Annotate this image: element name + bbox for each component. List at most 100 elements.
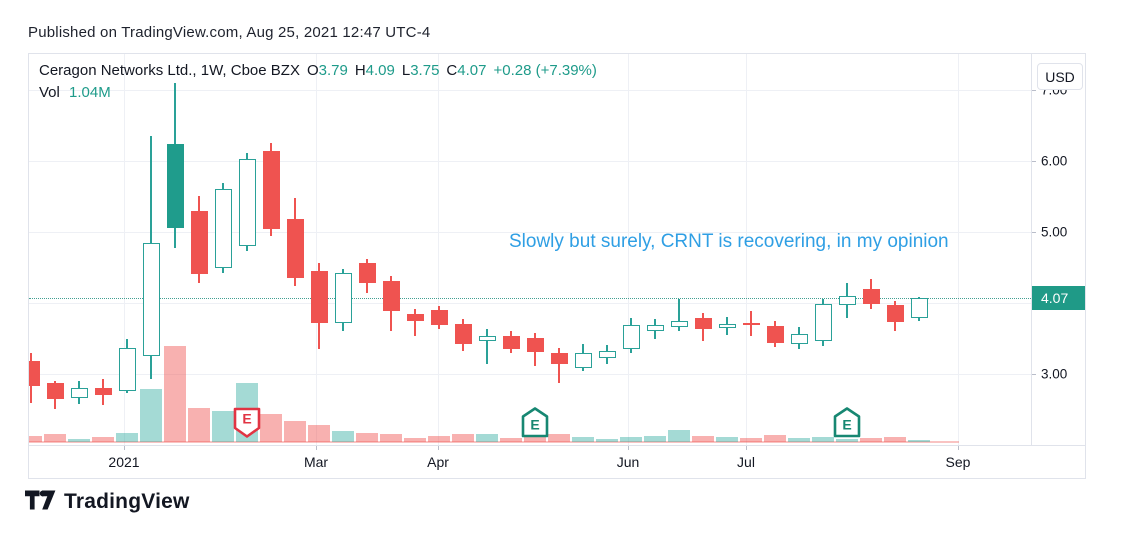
candle-wick <box>558 347 560 384</box>
candle[interactable] <box>119 347 136 392</box>
candle[interactable] <box>383 280 400 311</box>
volume-bar <box>476 434 498 442</box>
price-axis[interactable]: 7.00 6.00 5.00 3.00 USD 4.07 <box>1032 54 1085 445</box>
earnings-badge-up[interactable]: E <box>521 407 549 443</box>
candle[interactable] <box>431 310 448 325</box>
time-axis-label: Jul <box>737 454 755 470</box>
candle[interactable] <box>527 337 544 352</box>
time-axis-tick <box>124 446 125 450</box>
volume-bar <box>92 437 114 442</box>
candle[interactable] <box>767 325 784 343</box>
candle[interactable] <box>239 158 256 247</box>
candle[interactable] <box>671 320 688 328</box>
ohlc-values: O3.79 H4.09 L3.75 C4.07 <box>300 62 487 79</box>
volume-bar <box>332 431 354 442</box>
candle-wick <box>678 298 680 331</box>
earnings-badge-down[interactable]: E <box>233 407 261 443</box>
price-axis-tick <box>1032 232 1036 233</box>
volume-bar <box>500 438 522 442</box>
change-value: +0.28 (+7.39%) <box>493 62 597 79</box>
candle[interactable] <box>791 334 808 345</box>
volume-baseline <box>29 441 959 443</box>
vertical-gridline <box>316 54 317 445</box>
candle[interactable] <box>143 242 160 357</box>
candle[interactable] <box>911 298 928 318</box>
candle[interactable] <box>863 288 880 304</box>
candle[interactable] <box>647 325 664 331</box>
candle[interactable] <box>287 219 304 279</box>
candle[interactable] <box>71 388 88 399</box>
volume-bar <box>788 438 810 442</box>
volume-bar <box>356 433 378 442</box>
vertical-gridline <box>628 54 629 445</box>
volume-bar <box>812 437 834 442</box>
candle[interactable] <box>167 143 184 228</box>
chart-legend: Ceragon Networks Ltd., 1W, Cboe BZX O3.79… <box>39 62 597 101</box>
volume-bar <box>860 438 882 442</box>
volume-bar <box>716 437 738 442</box>
horizontal-gridline <box>29 374 1031 375</box>
candle[interactable] <box>455 324 472 345</box>
candle[interactable] <box>359 263 376 284</box>
candle[interactable] <box>695 317 712 330</box>
price-axis-label: 6.00 <box>1041 153 1068 169</box>
volume-label[interactable]: Vol <box>39 84 60 101</box>
candle[interactable] <box>191 210 208 274</box>
volume-bar <box>644 436 666 442</box>
legend-line1: Ceragon Networks Ltd., 1W, Cboe BZX O3.79… <box>39 62 597 79</box>
candle[interactable] <box>599 351 616 358</box>
candle[interactable] <box>503 335 520 350</box>
price-axis-tick <box>1032 161 1036 162</box>
volume-bar <box>692 436 714 442</box>
price-axis-tick <box>1032 90 1036 91</box>
candle[interactable] <box>887 305 904 323</box>
volume-bar <box>68 439 90 442</box>
earnings-badge-up[interactable]: E <box>833 407 861 443</box>
candle[interactable] <box>95 388 112 396</box>
candle[interactable] <box>551 352 568 365</box>
candle[interactable] <box>29 361 40 387</box>
ohlc-number: 3.75 <box>410 62 440 79</box>
vertical-gridline <box>124 54 125 445</box>
volume-bar <box>29 436 42 442</box>
volume-bar <box>404 438 426 442</box>
candle[interactable] <box>623 325 640 350</box>
earnings-icon: E <box>833 407 861 438</box>
earnings-icon: E <box>233 407 261 438</box>
time-axis-label: Jun <box>616 454 640 470</box>
candle[interactable] <box>335 273 352 323</box>
volume-bar <box>260 414 282 442</box>
candle[interactable] <box>407 313 424 321</box>
time-axis-label: Mar <box>303 454 329 470</box>
candle[interactable] <box>839 295 856 306</box>
volume-bar <box>764 435 786 442</box>
volume-bar <box>884 437 906 442</box>
symbol-title[interactable]: Ceragon Networks Ltd., 1W, Cboe BZX <box>39 62 300 79</box>
candle-wick <box>414 308 416 336</box>
tradingview-branding[interactable]: TradingView <box>25 490 190 514</box>
candle[interactable] <box>215 188 232 269</box>
time-axis[interactable]: 2021 Mar Apr Jun Jul Sep <box>29 445 1085 479</box>
currency-label[interactable]: USD <box>1037 63 1083 90</box>
candle[interactable] <box>47 383 64 399</box>
volume-bar <box>836 439 858 442</box>
volume-bar <box>548 434 570 442</box>
time-axis-tick <box>958 446 959 450</box>
candle[interactable] <box>263 151 280 230</box>
vertical-gridline <box>438 54 439 445</box>
tradingview-logo-icon <box>25 490 56 510</box>
ohlc-letter: H <box>354 62 366 79</box>
horizontal-gridline <box>29 90 1031 91</box>
candle[interactable] <box>815 303 832 342</box>
candle[interactable] <box>719 324 736 328</box>
candle[interactable] <box>479 335 496 342</box>
candle[interactable] <box>743 322 760 325</box>
volume-bar <box>668 430 690 442</box>
candle-wick <box>486 329 488 365</box>
chart-annotation-text: Slowly but surely, CRNT is recovering, i… <box>509 231 949 252</box>
candle[interactable] <box>575 352 592 369</box>
volume-bar <box>188 408 210 442</box>
candle[interactable] <box>311 271 328 323</box>
